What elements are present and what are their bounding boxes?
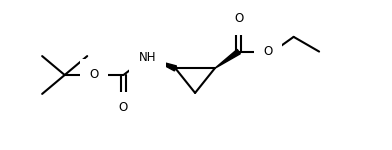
Text: O: O bbox=[234, 12, 243, 25]
Text: O: O bbox=[119, 101, 128, 114]
Text: O: O bbox=[89, 69, 99, 81]
Polygon shape bbox=[215, 49, 240, 68]
Polygon shape bbox=[154, 60, 176, 71]
Text: NH: NH bbox=[139, 51, 156, 64]
Text: O: O bbox=[263, 45, 273, 58]
